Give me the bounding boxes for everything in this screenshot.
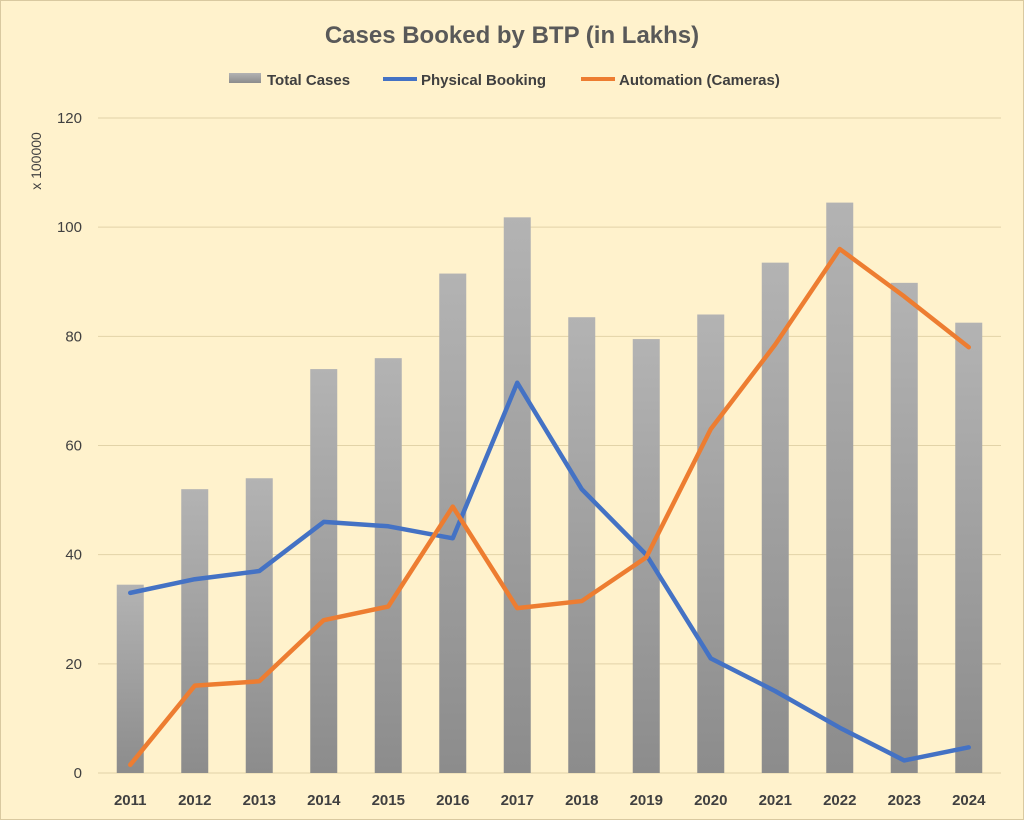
x-tick-label: 2017: [501, 792, 534, 809]
bar-2023: [890, 282, 918, 773]
line-physical-booking: [128, 380, 971, 763]
y-tick-label: 100: [57, 219, 82, 236]
legend-label: Physical Booking: [421, 72, 546, 89]
y-tick-label: 80: [65, 328, 82, 345]
y-tick-label: 0: [74, 765, 82, 782]
legend-label: Total Cases: [267, 72, 350, 89]
x-tick-label: 2011: [114, 792, 147, 809]
x-tick-label: 2019: [630, 792, 663, 809]
y-tick-label: 120: [57, 110, 82, 127]
x-tick-label: 2021: [759, 792, 792, 809]
legend-item: Automation (Cameras): [581, 72, 780, 89]
y-tick-label: 60: [65, 438, 82, 455]
y-tick-label: 20: [65, 656, 82, 673]
bar-2024: [955, 322, 983, 773]
x-tick-label: 2014: [307, 792, 341, 809]
x-axis-ticks: 2011 2012 2013 2014 2015 2016 2017 2018 2019 2020…: [114, 792, 986, 809]
y-axis-ticks: 0 20 40 60 80 100 120: [57, 110, 82, 782]
bar-2020: [697, 314, 725, 773]
y-tick-label: 40: [65, 547, 82, 564]
legend-label: Automation (Cameras): [619, 72, 780, 89]
y-axis-label: x 100000: [28, 132, 44, 190]
bar-2022: [826, 202, 854, 773]
bar-2017: [503, 217, 531, 773]
gridlines: [98, 117, 1001, 774]
x-tick-label: 2012: [178, 792, 211, 809]
x-tick-label: 2020: [694, 792, 727, 809]
x-tick-label: 2016: [436, 792, 469, 809]
line-series: [128, 246, 971, 768]
bar-2013: [245, 478, 273, 773]
x-tick-label: 2024: [952, 792, 986, 809]
x-tick-label: 2023: [888, 792, 921, 809]
legend-item: Physical Booking: [383, 72, 546, 89]
chart-title: Cases Booked by BTP (in Lakhs): [325, 22, 699, 49]
chart-legend: Total Cases Physical Booking Automation (C…: [229, 72, 780, 89]
bar-2014: [310, 369, 338, 773]
x-tick-label: 2013: [243, 792, 276, 809]
bar-2011: [116, 584, 144, 773]
bar-2015: [374, 358, 402, 773]
bar-2012: [181, 489, 209, 773]
line-automation-cameras: [128, 246, 971, 768]
legend-swatch: [229, 73, 261, 83]
x-tick-label: 2022: [823, 792, 856, 809]
x-tick-label: 2015: [372, 792, 405, 809]
legend-item: Total Cases: [229, 72, 350, 89]
x-tick-label: 2018: [565, 792, 598, 809]
bar-series: [116, 202, 983, 773]
bar-2018: [568, 317, 596, 773]
